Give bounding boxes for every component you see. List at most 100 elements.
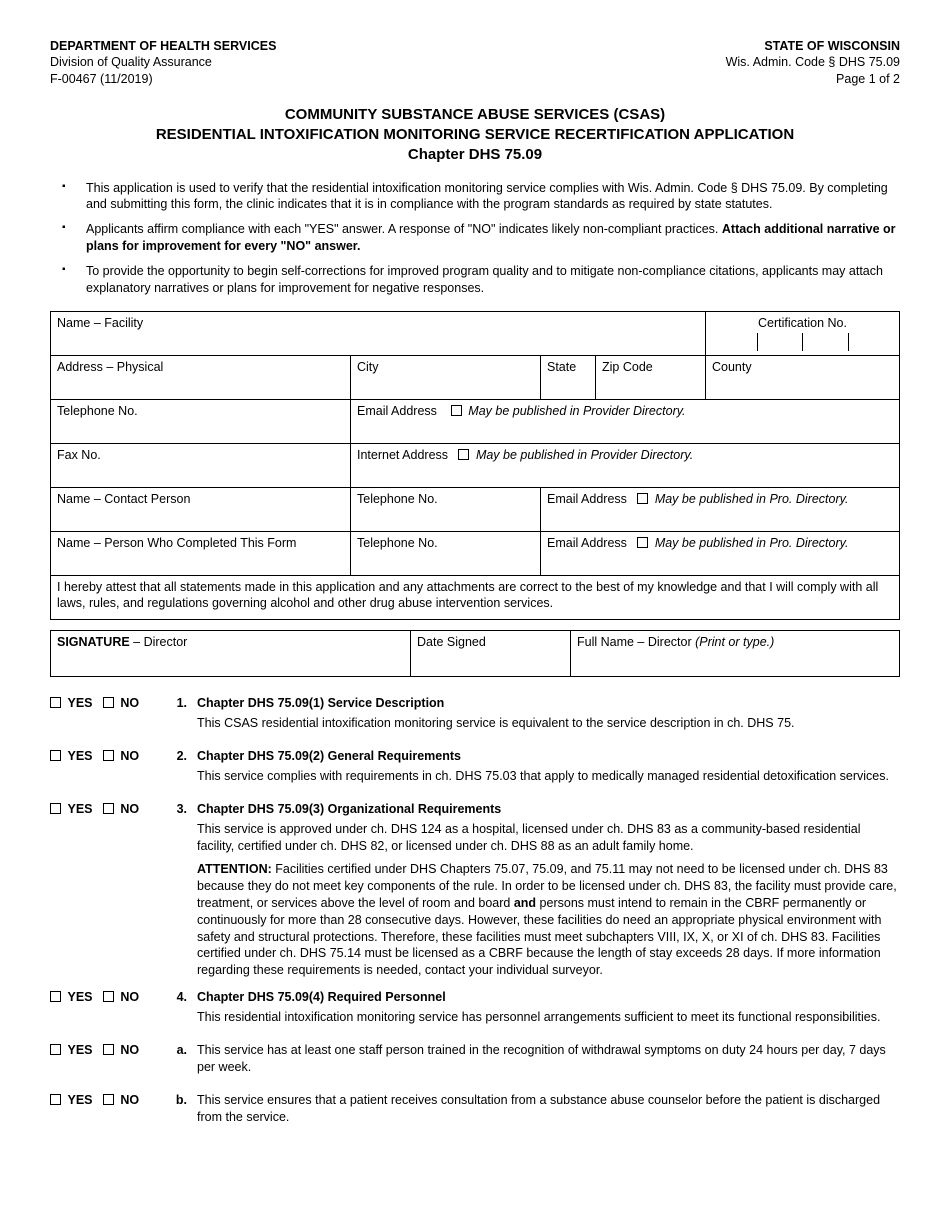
- label-completed: Name – Person Who Completed This Form: [57, 536, 296, 550]
- question-3: YES NO 3. Chapter DHS 75.09(3) Organizat…: [50, 801, 900, 979]
- header: DEPARTMENT OF HEALTH SERVICES Division o…: [50, 38, 900, 87]
- checkbox-publish-contact[interactable]: [637, 493, 648, 504]
- label-yes-2: YES: [67, 749, 92, 763]
- num-4b: b.: [165, 1092, 197, 1132]
- question-4a: YES NO a. This service has at least one …: [50, 1042, 900, 1082]
- qtext-1: This CSAS residential intoxification mon…: [197, 715, 900, 732]
- label-no-4a: NO: [120, 1043, 139, 1057]
- field-internet[interactable]: Internet Address May be published in Pro…: [351, 443, 900, 487]
- checkbox-yes-1[interactable]: [50, 697, 61, 708]
- label-no: NO: [120, 696, 139, 710]
- checkbox-publish-completed[interactable]: [637, 537, 648, 548]
- field-state[interactable]: State: [541, 355, 596, 399]
- body-2: Chapter DHS 75.09(2) General Requirement…: [197, 748, 900, 791]
- qtitle-3: Chapter DHS 75.09(3) Organizational Requ…: [197, 801, 900, 817]
- field-address[interactable]: Address – Physical: [51, 355, 351, 399]
- label-print: (Print or type.): [695, 635, 774, 649]
- title-line-1: COMMUNITY SUBSTANCE ABUSE SERVICES (CSAS…: [50, 105, 900, 125]
- field-completed-email[interactable]: Email Address May be published in Pro. D…: [541, 531, 900, 575]
- body-4b: This service ensures that a patient rece…: [197, 1092, 900, 1132]
- field-fullname[interactable]: Full Name – Director (Print or type.): [571, 630, 900, 676]
- attest-text: I hereby attest that all statements made…: [57, 580, 878, 610]
- label-name-facility: Name – Facility: [57, 316, 143, 330]
- question-4b: YES NO b. This service ensures that a pa…: [50, 1092, 900, 1132]
- checkbox-no-3[interactable]: [103, 803, 114, 814]
- intro-text-3: To provide the opportunity to begin self…: [86, 264, 883, 295]
- label-no-4: NO: [120, 990, 139, 1004]
- checkbox-no-1[interactable]: [103, 697, 114, 708]
- qtext-2: This service complies with requirements …: [197, 768, 900, 785]
- checkbox-yes-4a[interactable]: [50, 1044, 61, 1055]
- title-block: COMMUNITY SUBSTANCE ABUSE SERVICES (CSAS…: [50, 105, 900, 166]
- checkbox-yes-4b[interactable]: [50, 1094, 61, 1105]
- state-name: STATE OF WISCONSIN: [726, 38, 900, 54]
- label-cert-no: Certification No.: [712, 315, 893, 331]
- checkbox-no-4[interactable]: [103, 991, 114, 1002]
- checkbox-yes-3[interactable]: [50, 803, 61, 814]
- body-4a: This service has at least one staff pers…: [197, 1042, 900, 1082]
- label-fullname: Full Name – Director: [577, 635, 695, 649]
- field-completed-tel[interactable]: Telephone No.: [351, 531, 541, 575]
- title-line-3: Chapter DHS 75.09: [50, 145, 900, 165]
- yn-3: YES NO: [50, 801, 165, 979]
- checkbox-no-4b[interactable]: [103, 1094, 114, 1105]
- label-publish-email: May be published in Provider Directory.: [468, 404, 685, 418]
- checkbox-publish-email[interactable]: [451, 405, 462, 416]
- field-zip[interactable]: Zip Code: [596, 355, 706, 399]
- label-telephone: Telephone No.: [57, 404, 138, 418]
- field-county[interactable]: County: [706, 355, 900, 399]
- label-state: State: [547, 360, 576, 374]
- title-line-2: RESIDENTIAL INTOXIFICATION MONITORING SE…: [50, 125, 900, 145]
- field-fax[interactable]: Fax No.: [51, 443, 351, 487]
- checkbox-no-2[interactable]: [103, 750, 114, 761]
- division-name: Division of Quality Assurance: [50, 54, 276, 70]
- checkbox-no-4a[interactable]: [103, 1044, 114, 1055]
- header-right: STATE OF WISCONSIN Wis. Admin. Code § DH…: [726, 38, 900, 87]
- yn-1: YES NO: [50, 695, 165, 738]
- field-completed[interactable]: Name – Person Who Completed This Form: [51, 531, 351, 575]
- field-signature[interactable]: SIGNATURE – Director: [51, 630, 411, 676]
- label-email: Email Address: [357, 404, 437, 418]
- yn-4: YES NO: [50, 989, 165, 1032]
- label-completed-email: Email Address: [547, 536, 627, 550]
- label-completed-tel: Telephone No.: [357, 536, 438, 550]
- label-zip: Zip Code: [602, 360, 653, 374]
- label-yes-3: YES: [67, 802, 92, 816]
- body-3: Chapter DHS 75.09(3) Organizational Requ…: [197, 801, 900, 979]
- checkbox-yes-4[interactable]: [50, 991, 61, 1002]
- label-yes-4a: YES: [67, 1043, 92, 1057]
- label-no-2: NO: [120, 749, 139, 763]
- label-fax: Fax No.: [57, 448, 101, 462]
- checkbox-publish-internet[interactable]: [458, 449, 469, 460]
- field-contact[interactable]: Name – Contact Person: [51, 487, 351, 531]
- checkbox-yes-2[interactable]: [50, 750, 61, 761]
- field-city[interactable]: City: [351, 355, 541, 399]
- question-1: YES NO 1. Chapter DHS 75.09(1) Service D…: [50, 695, 900, 738]
- label-publish-internet: May be published in Provider Directory.: [476, 448, 693, 462]
- num-4: 4.: [165, 989, 197, 1032]
- yn-4a: YES NO: [50, 1042, 165, 1082]
- field-name-facility[interactable]: Name – Facility: [51, 311, 706, 355]
- note-and: and: [514, 896, 536, 910]
- intro-item-3: To provide the opportunity to begin self…: [72, 263, 900, 297]
- header-left: DEPARTMENT OF HEALTH SERVICES Division o…: [50, 38, 276, 87]
- label-no-3: NO: [120, 802, 139, 816]
- label-internet: Internet Address: [357, 448, 448, 462]
- intro-text-2a: Applicants affirm compliance with each "…: [86, 222, 722, 236]
- label-yes-4b: YES: [67, 1093, 92, 1107]
- label-yes-4: YES: [67, 990, 92, 1004]
- label-contact: Name – Contact Person: [57, 492, 190, 506]
- attest-cell: I hereby attest that all statements made…: [51, 575, 900, 619]
- intro-text-1: This application is used to verify that …: [86, 181, 888, 212]
- facility-info-table: Name – Facility Certification No. Addres…: [50, 311, 900, 620]
- field-date-signed[interactable]: Date Signed: [411, 630, 571, 676]
- field-email[interactable]: Email Address May be published in Provid…: [351, 399, 900, 443]
- field-contact-email[interactable]: Email Address May be published in Pro. D…: [541, 487, 900, 531]
- field-contact-tel[interactable]: Telephone No.: [351, 487, 541, 531]
- dept-name: DEPARTMENT OF HEALTH SERVICES: [50, 38, 276, 54]
- signature-table: SIGNATURE – Director Date Signed Full Na…: [50, 630, 900, 677]
- label-publish-contact: May be published in Pro. Directory.: [655, 492, 849, 506]
- field-telephone[interactable]: Telephone No.: [51, 399, 351, 443]
- label-contact-email: Email Address: [547, 492, 627, 506]
- field-cert-no[interactable]: Certification No.: [706, 311, 900, 355]
